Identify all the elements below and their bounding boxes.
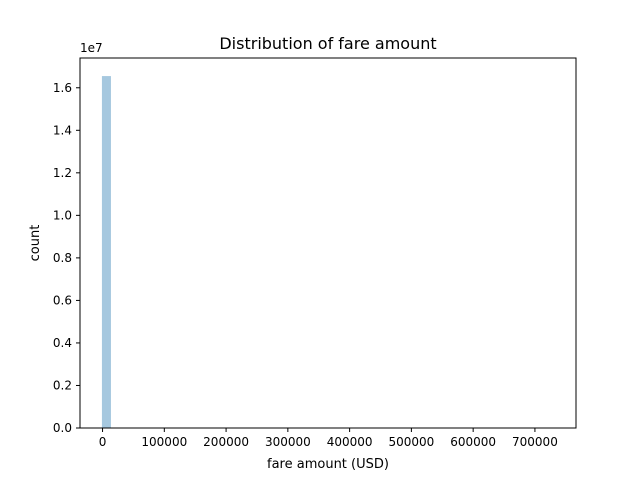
histogram-bar-0 (101, 76, 111, 429)
y-axis-label: count (28, 225, 43, 262)
x-tick-label: 700000 (512, 435, 558, 449)
bars-group (101, 76, 111, 429)
chart-title: Distribution of fare amount (219, 34, 436, 53)
x-axis-label: fare amount (USD) (267, 457, 389, 472)
x-tick-label: 200000 (203, 435, 249, 449)
y-tick-label: 1.6 (53, 81, 72, 95)
y-tick-label: 0.2 (53, 378, 72, 392)
y-tick-label: 1.2 (53, 166, 72, 180)
y-offset-text: 1e7 (80, 41, 103, 55)
y-tick-label: 0.6 (53, 293, 72, 307)
plot-frame (79, 57, 577, 429)
y-tick-label: 0.4 (53, 336, 72, 350)
x-tick-label: 0 (99, 435, 107, 449)
y-axis-ticks: 0.0 0.2 0.4 0.6 0.8 1.0 1.2 1.4 1.6 (53, 81, 80, 435)
x-tick-label: 300000 (265, 435, 311, 449)
y-tick-label: 0.8 (53, 251, 72, 265)
x-tick-label: 500000 (388, 435, 434, 449)
y-tick-label: 1.0 (53, 208, 72, 222)
x-tick-label: 400000 (327, 435, 373, 449)
y-tick-label: 1.4 (53, 123, 72, 137)
x-axis-ticks: 0 100000 200000 300000 400000 500000 600000 700… (99, 428, 558, 449)
y-tick-label: 0.0 (53, 421, 72, 435)
x-tick-label: 600000 (450, 435, 496, 449)
x-tick-label: 100000 (141, 435, 187, 449)
